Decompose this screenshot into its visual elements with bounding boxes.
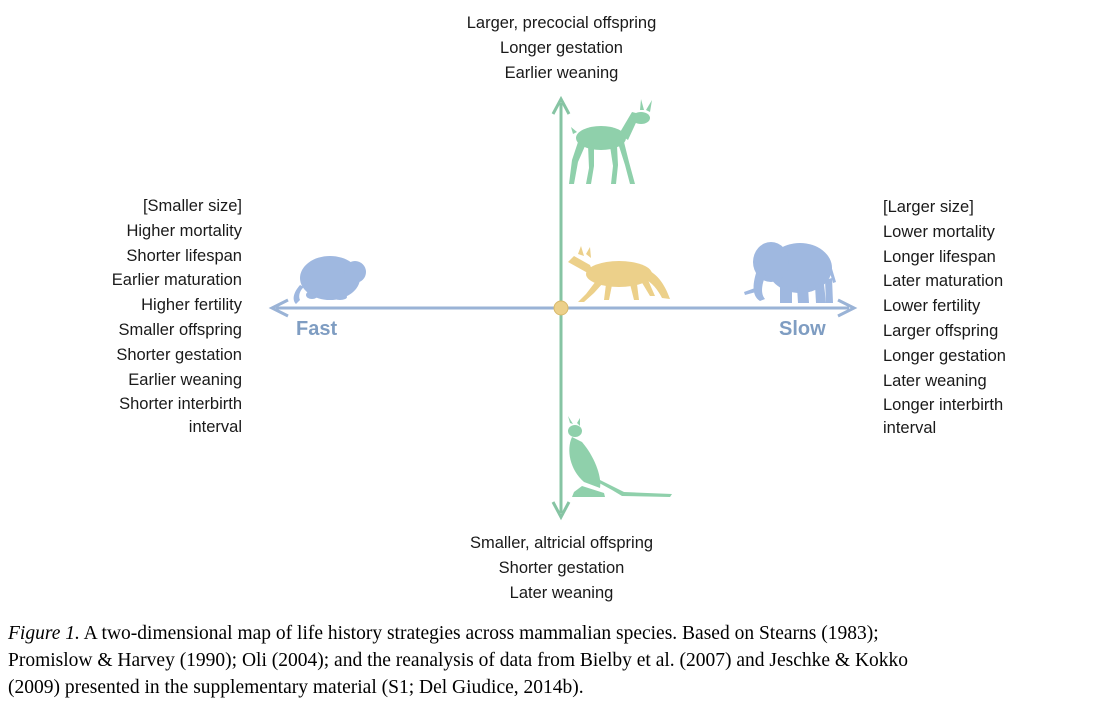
caption-figure-label: Figure 1.: [8, 623, 80, 644]
caption-text-1: A two-dimensional map of life history st…: [79, 623, 879, 644]
caption-line-3: (2009) presented in the supplementary ma…: [8, 677, 584, 698]
slow-trait: Longer lifespan: [883, 247, 996, 266]
top-trait: Earlier weaning: [504, 63, 619, 82]
origin-marker: [553, 300, 569, 316]
bottom-traits: Smaller, altricial offspring Shorter ges…: [400, 531, 723, 605]
deer-icon: [569, 99, 652, 184]
slow-trait: Later maturation: [883, 272, 1004, 291]
slow-trait: Longer interbirth: [883, 396, 1004, 415]
slow-arrowhead: [837, 298, 858, 318]
fox-icon: [568, 246, 670, 302]
top-traits: Larger, precocial offspring Longer gesta…: [400, 11, 723, 85]
kangaroo-icon: [568, 416, 672, 497]
bottom-trait: Shorter gestation: [498, 558, 625, 577]
fast-trait: [Smaller size]: [142, 197, 242, 215]
fast-trait: Shorter lifespan: [126, 246, 242, 265]
fast-traits: [Smaller size] Higher mortality Shorter …: [20, 194, 242, 437]
fast-arrowhead: [268, 298, 289, 318]
vole-icon: [293, 256, 366, 304]
slow-trait: Larger offspring: [883, 321, 999, 340]
slow-trait: Later weaning: [883, 371, 987, 390]
figure-caption: Figure 1. A two-dimensional map of life …: [8, 620, 1108, 701]
fast-trait: Higher mortality: [126, 221, 242, 240]
fast-trait: Earlier weaning: [128, 370, 242, 389]
slow-trait: [Larger size]: [883, 198, 974, 216]
fast-axis-label: Fast: [296, 318, 338, 340]
fast-trait: Shorter gestation: [116, 345, 242, 364]
fast-trait: Earlier maturation: [111, 271, 242, 290]
caption-line-1: Figure 1. A two-dimensional map of life …: [8, 620, 1108, 647]
fast-trait: Higher fertility: [141, 296, 242, 315]
slow-trait: Lower fertility: [883, 297, 981, 316]
fast-trait: Shorter interbirth: [119, 395, 242, 414]
slow-trait: Lower mortality: [883, 222, 995, 241]
up-arrowhead: [551, 95, 571, 115]
caption-line-2: Promislow & Harvey (1990); Oli (2004); a…: [8, 650, 909, 671]
slow-trait: interval: [883, 419, 937, 438]
top-trait: Longer gestation: [500, 38, 623, 57]
slow-trait: Longer gestation: [883, 346, 1006, 365]
bottom-trait: Smaller, altricial offspring: [469, 534, 654, 552]
slow-axis-label: Slow: [779, 318, 826, 340]
fast-trait: interval: [188, 418, 242, 437]
top-trait: Larger, precocial offspring: [466, 14, 657, 32]
slow-traits: [Larger size] Lower mortality Longer lif…: [883, 195, 1103, 438]
down-arrowhead: [551, 501, 571, 521]
elephant-icon: [744, 242, 836, 303]
bottom-trait: Later weaning: [509, 583, 614, 602]
fast-trait: Smaller offspring: [118, 320, 242, 339]
